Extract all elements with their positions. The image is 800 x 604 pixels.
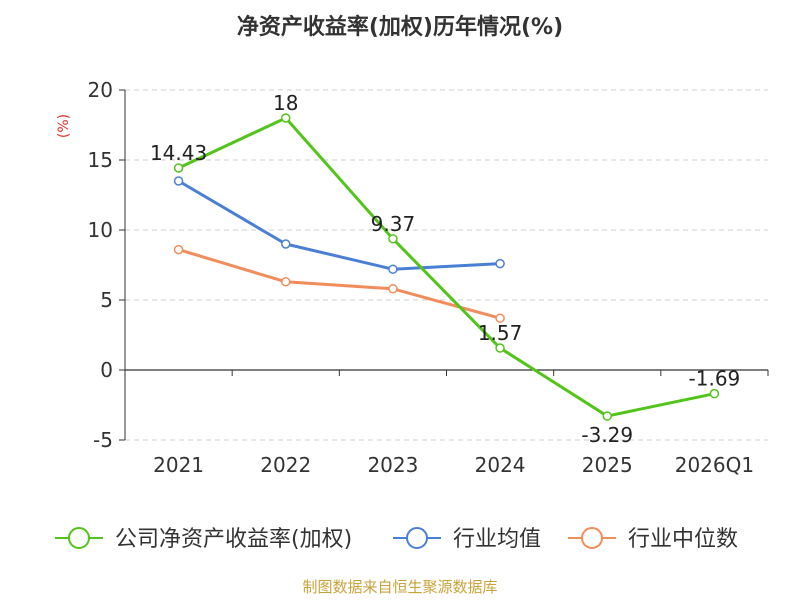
data-label: 14.43: [150, 141, 207, 165]
y-tick-label: 10: [88, 218, 113, 242]
legend-label: 行业中位数: [628, 527, 738, 552]
series-line: [178, 248, 501, 320]
chart-title: 净资产收益率(加权)历年情况(%): [237, 14, 563, 40]
data-label: 9.37: [371, 212, 416, 236]
x-tick-label: 2025: [582, 453, 633, 477]
data-point: [281, 239, 291, 249]
source-note: 制图数据来自恒生聚源数据库: [302, 578, 498, 596]
x-tick-label: 2023: [367, 453, 418, 477]
data-point: [388, 284, 398, 294]
axis-layer: 20 15 10 5 0 -5 2021 2022 2023 2024 2025 2026Q1: [88, 78, 769, 477]
data-point: [173, 163, 184, 173]
x-tick-label: 2022: [260, 453, 311, 477]
y-tick-label: -5: [93, 428, 113, 452]
series-layer: [173, 113, 720, 421]
data-label: -1.69: [689, 367, 741, 391]
y-tick-label: 0: [100, 358, 113, 382]
data-point: [173, 244, 184, 255]
data-label: -3.29: [581, 423, 633, 447]
data-point: [281, 113, 291, 123]
y-tick-label: 20: [88, 78, 113, 102]
y-tick-label: 15: [88, 148, 113, 172]
legend: 公司净资产收益率(加权) 行业均值 行业中位数: [55, 527, 738, 552]
x-tick-label: 2024: [475, 453, 526, 477]
legend-marker: [581, 527, 603, 549]
data-label: 1.57: [478, 321, 523, 345]
legend-label: 公司净资产收益率(加权): [115, 527, 352, 552]
x-tick-label: 2021: [153, 453, 204, 477]
y-tick-label: 5: [100, 288, 113, 312]
data-label: 18: [273, 91, 298, 115]
data-label-layer: 14.43 18 9.37 1.57 -3.29 -1.69: [150, 91, 740, 447]
data-point: [602, 411, 612, 421]
legend-marker: [68, 527, 90, 549]
x-tick-label: 2026Q1: [675, 453, 754, 477]
legend-marker: [406, 527, 428, 549]
data-point: [495, 343, 505, 353]
data-point: [388, 234, 398, 244]
series-line: [177, 116, 715, 418]
data-point: [281, 277, 291, 287]
data-point: [709, 388, 720, 399]
data-point: [388, 264, 398, 274]
legend-label: 行业均值: [453, 527, 541, 552]
y-axis-label: (%): [56, 114, 72, 138]
data-point: [173, 176, 184, 186]
data-point: [495, 258, 505, 269]
data-point: [495, 313, 505, 323]
grid-layer: [125, 89, 768, 441]
series-line: [177, 179, 501, 271]
